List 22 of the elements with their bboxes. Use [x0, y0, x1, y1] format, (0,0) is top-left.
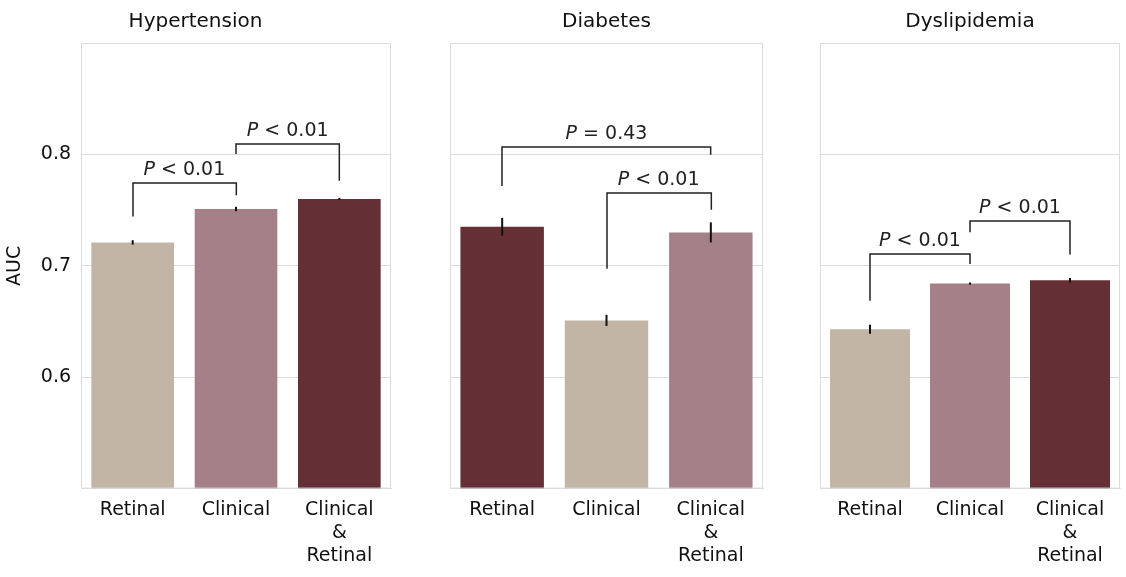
annotation: P < 0.01 — [143, 157, 226, 180]
x-tick-label: Clinical & Retinal — [1035, 496, 1105, 565]
y-axis-title: AUC — [2, 245, 25, 286]
chart-title: Hypertension — [128, 8, 263, 33]
annotation: P < 0.01 — [979, 195, 1061, 218]
x-tick-label: Clinical — [201, 496, 271, 519]
x-tick-label: Clinical & Retinal — [305, 496, 374, 565]
annotation: P = 0.43 — [565, 120, 648, 143]
x-tick-label: Retinal — [469, 496, 536, 519]
x-tick-label: Retinal — [837, 496, 903, 519]
x-tick-label: Clinical — [935, 496, 1005, 519]
x-tick-label: Clinical & Retinal — [676, 496, 746, 565]
chart-title: Dyslipidemia — [905, 8, 1035, 33]
x-tick-label: Retinal — [99, 496, 166, 519]
y-tick-label: 0.6 — [40, 364, 72, 387]
y-tick-label: 0.7 — [40, 252, 72, 275]
annotation: P < 0.01 — [246, 118, 329, 141]
y-tick-label: 0.8 — [40, 141, 72, 164]
x-tick-label: Clinical — [572, 496, 641, 519]
annotation: P < 0.01 — [617, 167, 700, 190]
chart-title: Diabetes — [562, 8, 651, 33]
annotation: P < 0.01 — [879, 227, 961, 250]
